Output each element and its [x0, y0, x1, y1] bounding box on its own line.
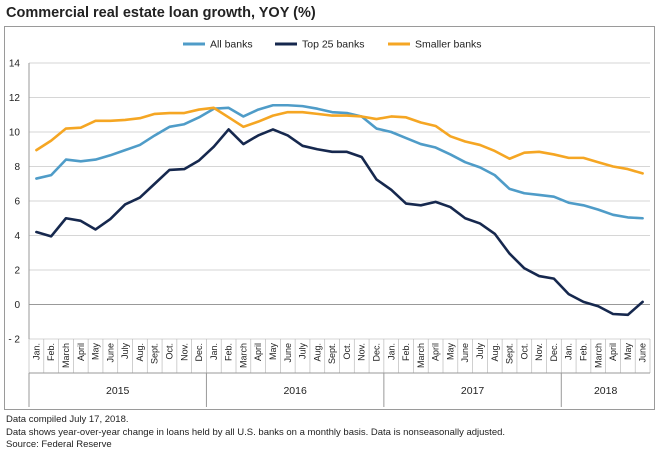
x-tick-label: Jan. [31, 343, 41, 360]
legend-label: All banks [210, 39, 253, 51]
x-tick-label: July [475, 343, 485, 360]
x-tick-label: Sept. [505, 343, 515, 364]
x-tick-label: Oct. [519, 343, 529, 360]
y-tick-label: 14 [9, 59, 21, 70]
x-tick-label: Nov. [179, 343, 189, 361]
x-tick-label: Dec. [371, 343, 381, 362]
x-tick-label: Nov. [357, 343, 367, 361]
x-tick-label: April [253, 343, 263, 361]
y-tick-label: - 2 [8, 335, 20, 346]
x-tick-label: Feb. [224, 343, 234, 361]
x-tick-label: March [416, 343, 426, 368]
y-tick-label: 10 [9, 128, 21, 139]
year-label: 2015 [106, 385, 130, 397]
x-tick-label: Aug. [312, 343, 322, 362]
x-tick-label: June [460, 343, 470, 363]
legend: All banks Top 25 banks Smaller banks [183, 39, 482, 51]
x-tick-label: Oct. [164, 343, 174, 360]
x-tick-label: Jan. [564, 343, 574, 360]
footnote-description: Data shows year-over-year change in loan… [6, 426, 506, 438]
gridlines [28, 62, 651, 373]
axes: - 2 0 2 4 6 8 10 12 14 Jan. Feb. March April May June J… [8, 59, 650, 407]
x-tick-label: Oct. [342, 343, 352, 360]
x-tick-label: Dec. [194, 343, 204, 362]
x-tick-label: Sept. [327, 343, 337, 364]
x-tick-label: April [76, 343, 86, 361]
footnote-compiled: Data compiled July 17, 2018. [6, 414, 129, 425]
line-chart: - 2 0 2 4 6 8 10 12 14 Jan. Feb. March April May June J… [8, 39, 651, 407]
y-tick-label: 4 [14, 231, 20, 242]
y-tick-label: 12 [9, 93, 21, 104]
series-line-all-banks [35, 103, 644, 220]
x-tick-label: July [120, 343, 130, 360]
x-tick-label: May [268, 343, 278, 361]
y-tick-label: 6 [14, 197, 20, 208]
series-line-smaller-banks [35, 106, 644, 175]
x-tick-label: May [445, 343, 455, 361]
x-tick-label: May [91, 343, 101, 361]
x-tick-label: Feb. [401, 343, 411, 361]
x-tick-label: July [298, 343, 308, 360]
year-label: 2016 [283, 385, 307, 397]
x-tick-label: March [61, 343, 71, 368]
x-tick-label: March [238, 343, 248, 368]
y-tick-label: 8 [14, 162, 20, 173]
x-tick-label: Sept. [150, 343, 160, 364]
x-tick-label: May [623, 343, 633, 361]
footnote-source: Source: Federal Reserve [6, 439, 112, 450]
x-tick-label: Nov. [534, 343, 544, 361]
x-tick-label: June [105, 343, 115, 363]
x-tick-label: March [593, 343, 603, 368]
x-tick-label: Jan. [386, 343, 396, 360]
chart-title: Commercial real estate loan growth, YOY … [6, 5, 316, 21]
series-line-top-25-banks [35, 128, 644, 317]
x-tick-label: April [608, 343, 618, 361]
x-tick-label: June [283, 343, 293, 363]
series-lines [35, 103, 644, 317]
x-tick-label: June [638, 343, 648, 363]
x-tick-label: Jan. [209, 343, 219, 360]
year-label: 2018 [594, 385, 618, 397]
x-tick-label: Aug. [490, 343, 500, 362]
footnotes: Data compiled July 17, 2018. Data shows … [6, 414, 505, 452]
x-tick-label: Feb. [578, 343, 588, 361]
legend-label: Top 25 banks [302, 39, 364, 51]
year-label: 2017 [461, 385, 485, 397]
y-tick-label: 2 [14, 266, 20, 277]
x-tick-label: Feb. [46, 343, 56, 361]
x-tick-label: Aug. [135, 343, 145, 362]
x-tick-label: Dec. [549, 343, 559, 362]
y-tick-label: 0 [14, 300, 20, 311]
x-tick-label: April [431, 343, 441, 361]
legend-label: Smaller banks [415, 39, 482, 51]
